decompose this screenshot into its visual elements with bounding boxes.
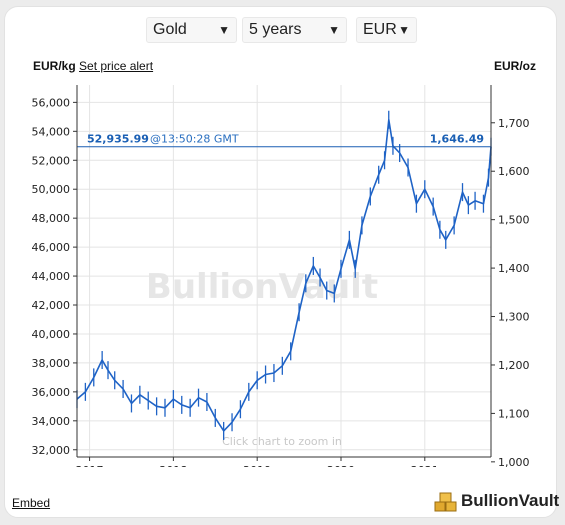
metal-select[interactable]: Gold ▼	[146, 17, 237, 43]
price-series	[76, 110, 492, 440]
chevron-down-icon: ▼	[218, 23, 230, 37]
gold-bars-icon	[434, 492, 457, 512]
selector-bar: Gold ▼ 5 years ▼ EUR ▼	[5, 17, 556, 43]
chart-header-left: EUR/kg Set price alert	[33, 59, 153, 73]
right-unit-label: EUR/oz	[494, 59, 536, 73]
y-tick-label-left: 54,000	[32, 125, 71, 138]
y-tick-label-left: 50,000	[32, 183, 71, 196]
y-tick-label-left: 52,000	[32, 154, 71, 167]
chevron-down-icon: ▼	[398, 23, 410, 37]
y-tick-label-right: 1,000	[498, 456, 530, 467]
axis-ticks: 32,000 34,000 36,000 38,000 40,000 42,000 44,0…	[32, 96, 530, 467]
current-price-kg: 52,935.99	[87, 133, 149, 146]
y-tick-label-left: 34,000	[32, 415, 71, 428]
x-tick-label: 2019	[243, 464, 271, 467]
y-tick-label-right: 1,200	[498, 359, 530, 372]
y-tick-label-left: 36,000	[32, 386, 71, 399]
current-price-time: @13:50:28 GMT	[150, 133, 239, 146]
currency-select[interactable]: EUR ▼	[356, 17, 417, 43]
y-tick-label-left: 42,000	[32, 299, 71, 312]
y-tick-label-left: 32,000	[32, 444, 71, 457]
period-select[interactable]: 5 years ▼	[242, 17, 347, 43]
brand-name: BullionVault	[461, 491, 560, 510]
current-price-marker: 52,935.99 @13:50:28 GMT 1,646.49	[77, 133, 491, 148]
x-tick-label: 2020	[327, 464, 355, 467]
y-tick-label-right: 1,400	[498, 262, 530, 275]
x-tick-label: 2021	[411, 464, 439, 467]
current-price-oz: 1,646.49	[430, 133, 484, 146]
axes	[76, 85, 492, 458]
metal-select-value: Gold	[153, 21, 187, 38]
x-tick-label: 2017	[76, 464, 104, 467]
chevron-down-icon: ▼	[328, 23, 340, 37]
zoom-hint: Click chart to zoom in	[222, 435, 342, 448]
y-tick-label-left: 38,000	[32, 357, 71, 370]
chart-widget: Gold ▼ 5 years ▼ EUR ▼ EUR/kg Set price …	[4, 6, 559, 518]
y-tick-label-left: 46,000	[32, 241, 71, 254]
y-tick-label-right: 1,700	[498, 117, 530, 130]
y-tick-label-left: 40,000	[32, 328, 71, 341]
y-tick-label-left: 44,000	[32, 270, 71, 283]
embed-link[interactable]: Embed	[12, 496, 51, 510]
y-tick-label-right: 1,300	[498, 311, 530, 324]
y-tick-label-left: 48,000	[32, 212, 71, 225]
gold-price-chart[interactable]: BullionVault Click chart to zoom in 32,0…	[5, 7, 556, 467]
watermark: BullionVault	[146, 267, 378, 307]
x-tick-label: 2018	[159, 464, 187, 467]
period-select-value: 5 years	[249, 21, 302, 38]
brand-logo: BullionVault	[433, 488, 559, 514]
left-unit-label: EUR/kg	[33, 59, 76, 73]
y-tick-label-left: 56,000	[32, 96, 71, 109]
y-tick-label-right: 1,500	[498, 214, 530, 227]
series-line	[76, 118, 492, 432]
set-price-alert-link[interactable]: Set price alert	[79, 59, 154, 73]
currency-select-value: EUR	[363, 21, 397, 38]
y-tick-label-right: 1,600	[498, 165, 530, 178]
y-tick-label-right: 1,100	[498, 407, 530, 420]
